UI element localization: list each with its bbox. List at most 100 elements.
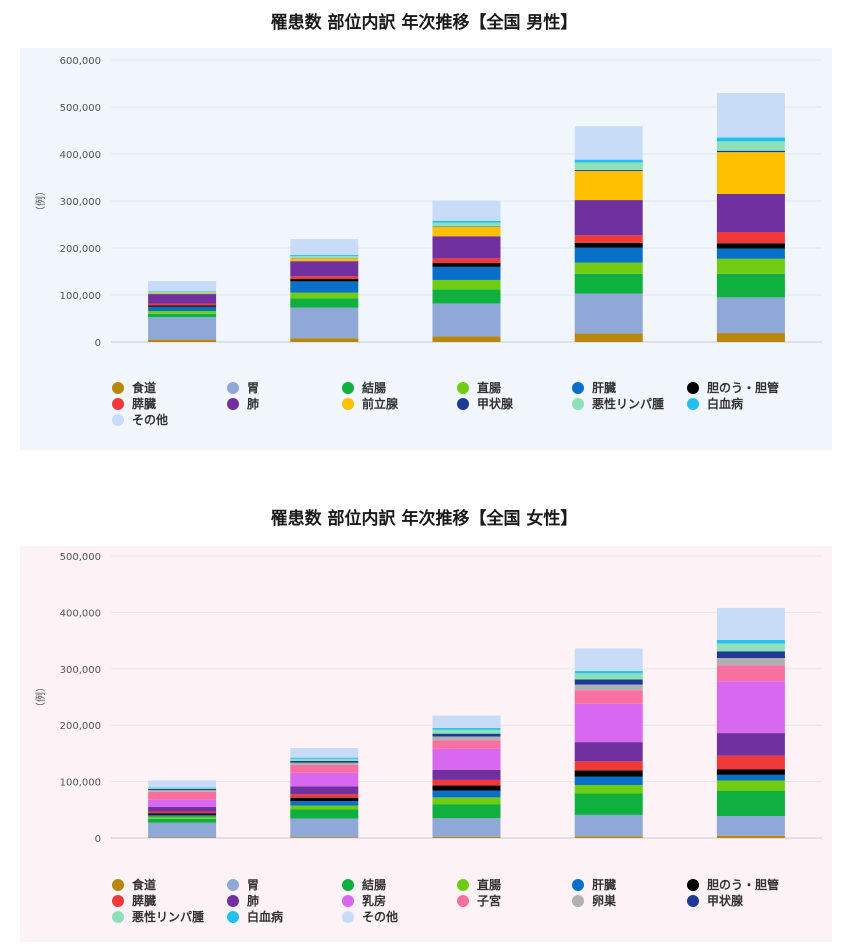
bar-segment-other-2010[interactable] — [574, 126, 643, 160]
bar-segment-leukemia-2020[interactable] — [716, 137, 785, 142]
bar-segment-gallbladder-2000[interactable] — [432, 263, 501, 267]
bar-segment-liver-2020[interactable] — [716, 248, 785, 259]
bar-segment-lymphoma-1990[interactable] — [290, 256, 359, 259]
bar-segment-colon-1990[interactable] — [290, 809, 359, 819]
bar-segment-rectum-1990[interactable] — [290, 805, 359, 810]
bar-segment-esophagus-2020[interactable] — [716, 835, 785, 838]
bar-segment-ovary-1980[interactable] — [148, 790, 217, 792]
bar-segment-stomach-2010[interactable] — [574, 293, 643, 334]
bar-segment-colon-2000[interactable] — [432, 289, 501, 304]
bar-segment-lymphoma-2000[interactable] — [432, 729, 501, 734]
bar-segment-thyroid-2020[interactable] — [716, 651, 785, 659]
bar-segment-breast-1990[interactable] — [290, 772, 359, 787]
bar-segment-esophagus-2020[interactable] — [716, 333, 785, 342]
bar-segment-breast-2010[interactable] — [574, 703, 643, 743]
bar-segment-ovary-2000[interactable] — [432, 736, 501, 741]
bar-segment-lymphoma-2000[interactable] — [432, 222, 501, 227]
bar-segment-uterus-2020[interactable] — [716, 665, 785, 682]
bar-segment-rectum-1990[interactable] — [290, 292, 359, 299]
bar-segment-liver-2000[interactable] — [432, 790, 501, 798]
bar-segment-gallbladder-1980[interactable] — [148, 305, 217, 307]
bar-segment-leukemia-2020[interactable] — [716, 640, 785, 644]
bar-segment-rectum-2020[interactable] — [716, 258, 785, 274]
bar-segment-colon-1980[interactable] — [148, 818, 217, 823]
bar-segment-gallbladder-1990[interactable] — [290, 279, 359, 282]
bar-segment-stomach-1990[interactable] — [290, 818, 359, 838]
bar-segment-other-1990[interactable] — [290, 748, 359, 758]
bar-segment-prostate-1980[interactable] — [148, 293, 217, 295]
bar-segment-breast-2000[interactable] — [432, 748, 501, 770]
bar-segment-lymphoma-1980[interactable] — [148, 787, 217, 789]
bar-segment-liver-1980[interactable] — [148, 306, 217, 311]
bar-segment-lung-1990[interactable] — [290, 261, 359, 277]
bar-segment-other-2000[interactable] — [432, 715, 501, 729]
bar-segment-leukemia-2000[interactable] — [432, 728, 501, 730]
bar-segment-breast-1980[interactable] — [148, 799, 217, 807]
bar-segment-colon-1990[interactable] — [290, 298, 359, 308]
bar-segment-rectum-2000[interactable] — [432, 279, 501, 290]
bar-segment-leukemia-1980[interactable] — [148, 787, 217, 788]
bar-segment-stomach-2020[interactable] — [716, 297, 785, 334]
bar-segment-other-1980[interactable] — [148, 780, 217, 788]
bar-segment-leukemia-1980[interactable] — [148, 291, 217, 293]
bar-segment-lymphoma-2020[interactable] — [716, 643, 785, 652]
bar-segment-ovary-2010[interactable] — [574, 684, 643, 691]
bar-segment-thyroid-2020[interactable] — [716, 150, 785, 153]
bar-segment-thyroid-1980[interactable] — [148, 788, 217, 791]
bar-segment-leukemia-2010[interactable] — [574, 159, 643, 163]
bar-segment-esophagus-2000[interactable] — [432, 836, 501, 838]
bar-segment-lung-1990[interactable] — [290, 786, 359, 795]
bar-segment-gallbladder-2020[interactable] — [716, 243, 785, 249]
bar-segment-esophagus-1980[interactable] — [148, 837, 217, 838]
bar-segment-pancreas-2020[interactable] — [716, 755, 785, 770]
bar-segment-rectum-1980[interactable] — [148, 310, 217, 314]
bar-segment-lung-1980[interactable] — [148, 806, 217, 812]
bar-segment-rectum-2020[interactable] — [716, 780, 785, 791]
bar-segment-pancreas-1980[interactable] — [148, 811, 217, 814]
bar-segment-liver-1990[interactable] — [290, 281, 359, 293]
bar-segment-lung-2020[interactable] — [716, 193, 785, 233]
bar-segment-stomach-2000[interactable] — [432, 818, 501, 837]
bar-segment-lung-2010[interactable] — [574, 742, 643, 762]
bar-segment-liver-2020[interactable] — [716, 774, 785, 781]
bar-segment-uterus-2010[interactable] — [574, 690, 643, 704]
bar-segment-colon-2010[interactable] — [574, 273, 643, 294]
bar-segment-gallbladder-2010[interactable] — [574, 770, 643, 777]
bar-segment-liver-1980[interactable] — [148, 814, 217, 817]
bar-segment-other-2000[interactable] — [432, 200, 501, 221]
bar-segment-rectum-2010[interactable] — [574, 262, 643, 274]
bar-segment-colon-2010[interactable] — [574, 793, 643, 815]
bar-segment-stomach-1980[interactable] — [148, 822, 217, 838]
bar-segment-lung-2010[interactable] — [574, 200, 643, 236]
bar-segment-colon-2020[interactable] — [716, 273, 785, 298]
bar-segment-colon-1980[interactable] — [148, 313, 217, 318]
bar-segment-pancreas-2000[interactable] — [432, 779, 501, 786]
bar-segment-esophagus-1990[interactable] — [290, 338, 359, 342]
bar-segment-lung-2000[interactable] — [432, 769, 501, 780]
bar-segment-prostate-2010[interactable] — [574, 170, 643, 201]
bar-segment-colon-2020[interactable] — [716, 790, 785, 817]
bar-segment-leukemia-1990[interactable] — [290, 757, 359, 759]
bar-segment-stomach-2020[interactable] — [716, 816, 785, 836]
bar-segment-pancreas-2000[interactable] — [432, 258, 501, 264]
bar-segment-esophagus-2010[interactable] — [574, 836, 643, 838]
bar-segment-lung-2020[interactable] — [716, 733, 785, 756]
bar-segment-liver-2000[interactable] — [432, 266, 501, 280]
bar-segment-pancreas-1980[interactable] — [148, 303, 217, 306]
bar-segment-lymphoma-1980[interactable] — [148, 292, 217, 294]
bar-segment-colon-2000[interactable] — [432, 804, 501, 819]
bar-segment-rectum-1980[interactable] — [148, 816, 217, 819]
bar-segment-prostate-2000[interactable] — [432, 226, 501, 237]
bar-segment-other-2020[interactable] — [716, 92, 785, 138]
bar-segment-thyroid-1990[interactable] — [290, 761, 359, 763]
bar-segment-leukemia-2000[interactable] — [432, 220, 501, 223]
bar-segment-pancreas-1990[interactable] — [290, 794, 359, 798]
bar-segment-stomach-2010[interactable] — [574, 814, 643, 837]
bar-segment-liver-2010[interactable] — [574, 247, 643, 263]
bar-segment-thyroid-2010[interactable] — [574, 169, 643, 171]
bar-segment-esophagus-2000[interactable] — [432, 336, 501, 342]
bar-segment-thyroid-2010[interactable] — [574, 679, 643, 685]
bar-segment-lymphoma-2020[interactable] — [716, 141, 785, 151]
bar-segment-leukemia-1990[interactable] — [290, 255, 359, 257]
bar-segment-rectum-2000[interactable] — [432, 797, 501, 805]
